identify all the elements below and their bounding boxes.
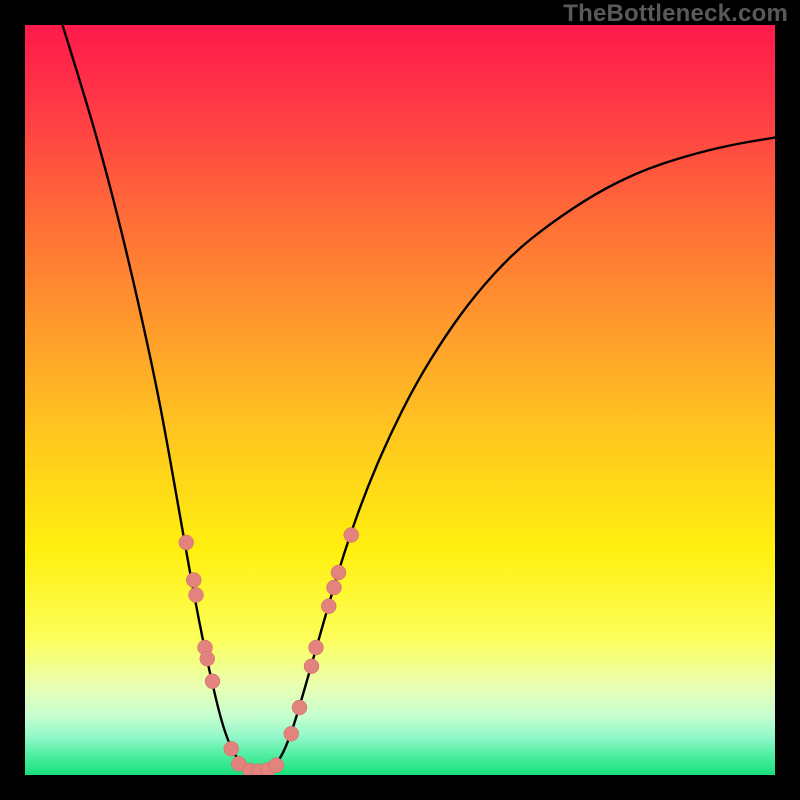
curve-marker <box>304 659 319 674</box>
curve-marker <box>292 700 307 715</box>
curve-marker <box>269 758 284 773</box>
chart-frame: TheBottleneck.com <box>0 0 800 800</box>
curve-marker <box>189 588 204 603</box>
curve-marker <box>309 640 324 655</box>
bottleneck-chart <box>25 25 775 775</box>
chart-background <box>25 25 775 775</box>
curve-marker <box>284 726 299 741</box>
curve-marker <box>205 674 220 689</box>
watermark-text: TheBottleneck.com <box>563 0 788 28</box>
curve-marker <box>344 528 359 543</box>
curve-marker <box>321 599 336 614</box>
curve-marker <box>200 651 215 666</box>
curve-marker <box>186 573 201 588</box>
curve-marker <box>331 565 346 580</box>
curve-marker <box>179 535 194 550</box>
curve-marker <box>224 741 239 756</box>
curve-marker <box>327 580 342 595</box>
